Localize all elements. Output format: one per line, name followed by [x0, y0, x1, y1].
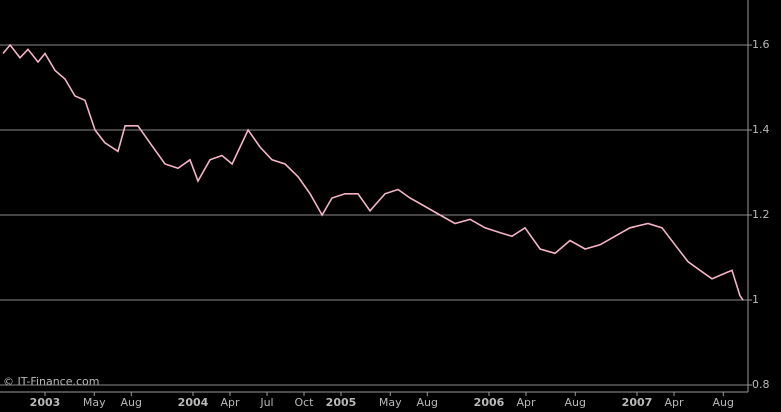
x-tick-label: Aug	[565, 396, 586, 409]
y-tick-label: 1	[752, 293, 759, 306]
y-tick-label: 1.2	[752, 208, 770, 221]
x-tick-label: Apr	[664, 396, 684, 409]
x-tick-label: 2006	[474, 396, 505, 409]
y-tick-label: 1.4	[752, 123, 770, 136]
x-tick-label: Apr	[220, 396, 240, 409]
x-tick-label: 2005	[326, 396, 357, 409]
x-tick-label: Jul	[259, 396, 273, 409]
x-tick-label: Aug	[713, 396, 734, 409]
y-tick-label: 0.8	[752, 378, 770, 391]
x-tick-label: Apr	[516, 396, 536, 409]
x-tick-label: 2003	[30, 396, 61, 409]
x-tick-label: May	[379, 396, 402, 409]
x-tick-label: 2004	[178, 396, 209, 409]
x-tick-label: 2007	[622, 396, 653, 409]
x-tick-label: May	[83, 396, 106, 409]
x-tick-label: Oct	[294, 396, 314, 409]
price-line	[2, 43, 744, 301]
y-tick-label: 1.6	[752, 38, 770, 51]
watermark: © IT-Finance.com	[3, 375, 100, 388]
x-tick-label: Aug	[417, 396, 438, 409]
x-tick-label: Aug	[121, 396, 142, 409]
